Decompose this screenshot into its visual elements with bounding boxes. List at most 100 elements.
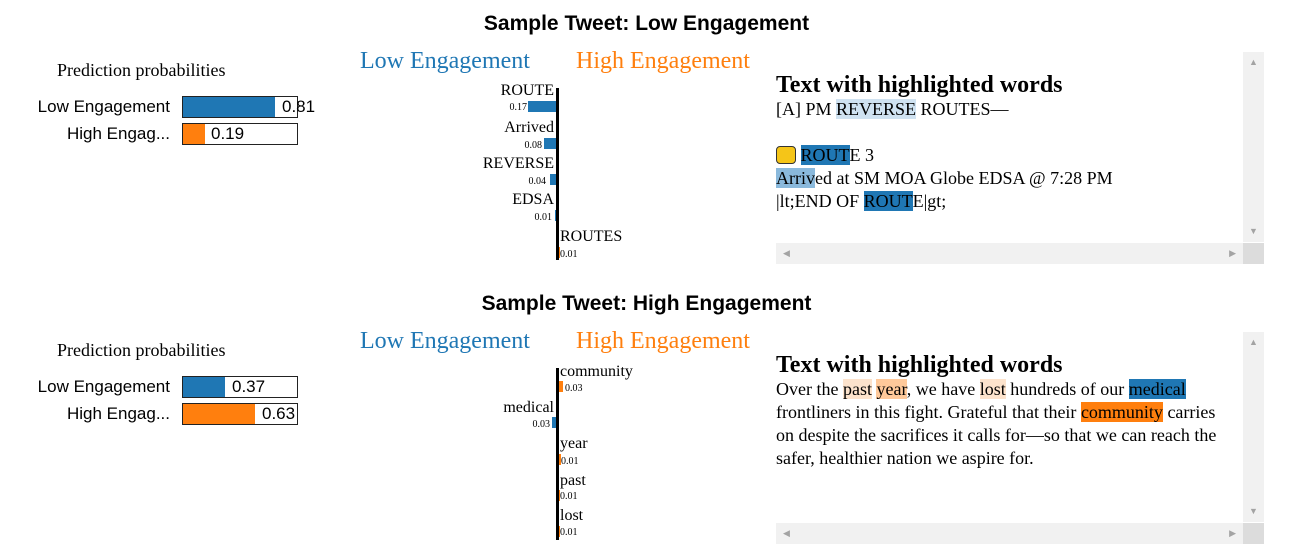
prediction-probabilities-title: Prediction probabilities <box>57 340 226 360</box>
tweet-text: E|gt; <box>912 191 947 211</box>
tweet-text: ROUTES— <box>916 99 1009 119</box>
prob-value: 0.37 <box>232 377 266 396</box>
feature-word: Arrived <box>504 119 554 136</box>
prob-row-high: High Engag... 0.63 <box>0 403 340 425</box>
tweet-line: [A] PM REVERSE ROUTES— <box>776 98 1242 121</box>
feature-value: 0.04 <box>528 176 547 187</box>
prob-bar: 0.37 <box>182 376 298 398</box>
prob-label: Low Engagement <box>37 377 170 396</box>
tweet-text: hundreds of our <box>1005 379 1129 399</box>
prob-bar: 0.19 <box>182 123 298 145</box>
feature-bar <box>559 247 560 258</box>
chart-axis <box>556 368 559 540</box>
bus-icon <box>776 146 796 164</box>
feature-word: past <box>560 472 586 489</box>
scroll-up-arrow-icon[interactable]: ▲ <box>1249 337 1258 347</box>
highlight-past: past <box>842 379 872 399</box>
feature-bar <box>559 526 560 537</box>
tweet-text: [A] PM <box>776 99 837 119</box>
tweet-text: frontliners in this fight. Grateful that… <box>776 402 1081 422</box>
highlight-route: ROUT <box>863 191 913 211</box>
tweet-text: E 3 <box>849 145 875 165</box>
feature-value: 0.01 <box>534 212 553 223</box>
prob-row-low: Low Engagement 0.37 <box>0 376 340 398</box>
prob-label: High Engag... <box>66 404 170 423</box>
feature-word: REVERSE <box>482 155 554 172</box>
prob-label: High Engag... <box>66 124 170 143</box>
tweet-line: ROUTE 3 <box>776 144 1242 167</box>
highlight-year: year <box>876 379 907 399</box>
tweet-text: ed at SM MOA Globe EDSA @ 7:28 PM <box>815 168 1113 188</box>
feature-word: EDSA <box>512 191 554 208</box>
prob-value: 0.19 <box>211 124 245 143</box>
highlight-reverse: REVERSE <box>836 99 917 119</box>
scroll-right-arrow-icon[interactable]: ▶ <box>1229 248 1236 258</box>
feature-word: medical <box>503 399 554 416</box>
highlighted-text-panel[interactable]: Text with highlighted words Over the pas… <box>776 332 1264 544</box>
highlight-lost: lost <box>979 379 1006 399</box>
feature-weights-chart: Low Engagement High Engagement ROUTE 0.1… <box>340 0 770 280</box>
prob-bar: 0.63 <box>182 403 298 425</box>
prob-fill <box>183 124 205 144</box>
prob-value: 0.63 <box>262 404 296 423</box>
legend-high-engagement: High Engagement <box>576 48 750 74</box>
prediction-probabilities-title: Prediction probabilities <box>57 60 226 80</box>
feature-value: 0.01 <box>560 527 578 538</box>
prediction-probabilities: Prediction probabilities Low Engagement … <box>0 0 340 280</box>
highlighted-text-content: Text with highlighted words Over the pas… <box>776 332 1242 522</box>
prediction-probabilities: Prediction probabilities Low Engagement … <box>0 280 340 560</box>
highlight-route: ROUT <box>800 145 850 165</box>
scroll-left-arrow-icon[interactable]: ◀ <box>783 248 790 258</box>
tweet-blank-line <box>776 121 1242 144</box>
feature-value: 0.01 <box>560 249 578 260</box>
highlighted-text-panel[interactable]: Text with highlighted words [A] PM REVER… <box>776 52 1264 264</box>
feature-bar <box>559 454 561 465</box>
tweet-text: Over the <box>776 379 843 399</box>
highlighted-text-heading: Text with highlighted words <box>776 352 1063 378</box>
prob-row-low: Low Engagement 0.81 <box>0 96 340 118</box>
feature-word: community <box>560 363 633 380</box>
feature-word: year <box>560 435 588 452</box>
feature-word: ROUTES <box>560 228 623 245</box>
tweet-paragraph: Over the past year, we have lost hundred… <box>776 378 1236 470</box>
prob-fill <box>183 377 225 397</box>
feature-bar <box>559 381 563 392</box>
scrollbar-corner <box>1243 523 1264 544</box>
tweet-text: |lt;END OF <box>776 191 864 211</box>
feature-value: 0.01 <box>560 491 578 502</box>
scroll-up-arrow-icon[interactable]: ▲ <box>1249 57 1258 67</box>
highlight-medical: medical <box>1128 379 1186 399</box>
feature-bar <box>552 417 556 428</box>
feature-value: 0.03 <box>532 419 551 430</box>
feature-bar <box>544 138 556 149</box>
section-low-engagement: Sample Tweet: Low Engagement Prediction … <box>0 0 1264 280</box>
horizontal-scrollbar[interactable]: ◀ ▶ <box>776 243 1243 264</box>
prob-label: Low Engagement <box>37 97 170 116</box>
feature-value: 0.08 <box>524 140 543 151</box>
feature-value: 0.03 <box>565 383 583 394</box>
scroll-down-arrow-icon[interactable]: ▼ <box>1249 226 1258 236</box>
scrollbar-corner <box>1243 243 1264 264</box>
chart-axis <box>556 88 559 260</box>
tweet-text: , we have <box>906 379 980 399</box>
section-high-engagement: Sample Tweet: High Engagement Prediction… <box>0 280 1293 560</box>
scroll-right-arrow-icon[interactable]: ▶ <box>1229 528 1236 538</box>
horizontal-scrollbar[interactable]: ◀ ▶ <box>776 523 1243 544</box>
highlight-arrived: Arriv <box>776 168 815 188</box>
section-title: Sample Tweet: Low Engagement <box>483 12 810 35</box>
feature-bar <box>559 490 560 501</box>
tweet-line: Arrived at SM MOA Globe EDSA @ 7:28 PM <box>776 167 1242 190</box>
highlighted-text-content: Text with highlighted words [A] PM REVER… <box>776 52 1242 242</box>
section-title: Sample Tweet: High Engagement <box>481 292 812 315</box>
scroll-down-arrow-icon[interactable]: ▼ <box>1249 506 1258 516</box>
feature-bar <box>528 101 556 112</box>
prob-fill <box>183 97 275 117</box>
feature-bar <box>550 174 556 185</box>
scroll-left-arrow-icon[interactable]: ◀ <box>783 528 790 538</box>
prob-fill <box>183 404 255 424</box>
vertical-scrollbar[interactable]: ▲ ▼ <box>1243 332 1264 522</box>
prob-value: 0.81 <box>282 97 316 116</box>
vertical-scrollbar[interactable]: ▲ ▼ <box>1243 52 1264 242</box>
feature-value: 0.17 <box>509 102 528 113</box>
highlight-community: community <box>1080 402 1163 422</box>
